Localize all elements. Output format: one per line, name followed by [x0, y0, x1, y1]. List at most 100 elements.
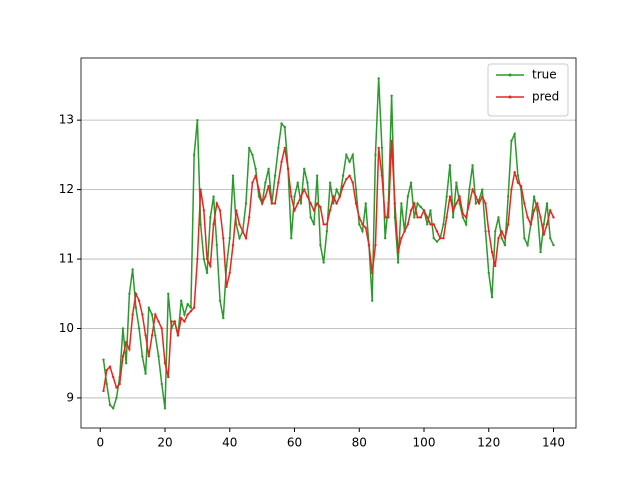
marker [429, 209, 432, 212]
marker [497, 216, 500, 219]
legend-marker [508, 95, 512, 99]
marker [406, 195, 410, 198]
marker [552, 216, 555, 219]
marker [222, 316, 225, 320]
marker [526, 216, 529, 219]
marker [296, 181, 299, 184]
marker [225, 285, 228, 289]
marker [215, 243, 219, 247]
marker [396, 250, 400, 254]
marker [348, 174, 351, 177]
marker [212, 195, 215, 198]
marker [315, 202, 319, 205]
y-tick-label: 12 [59, 182, 74, 196]
marker [322, 261, 325, 264]
marker [390, 94, 393, 98]
marker [351, 181, 354, 184]
marker [134, 306, 138, 309]
marker [322, 223, 325, 226]
marker [409, 181, 413, 184]
marker [377, 146, 380, 150]
marker [144, 334, 147, 337]
axes-frame [80, 57, 577, 429]
marker [383, 237, 387, 240]
marker [451, 216, 455, 219]
marker [202, 209, 206, 212]
marker [160, 327, 163, 330]
marker [500, 237, 503, 240]
marker [186, 302, 189, 306]
marker [167, 375, 170, 379]
marker [325, 223, 329, 226]
marker [361, 230, 364, 233]
marker [545, 223, 549, 226]
marker [244, 237, 248, 240]
marker [270, 202, 274, 205]
marker [179, 316, 183, 320]
marker [154, 313, 157, 316]
marker [150, 313, 154, 316]
marker [251, 181, 254, 184]
marker [121, 327, 125, 330]
marker [461, 212, 465, 216]
marker [377, 77, 380, 80]
marker [442, 223, 445, 226]
marker [283, 146, 286, 150]
marker [542, 233, 545, 236]
marker [241, 230, 244, 233]
marker [105, 368, 108, 372]
marker [277, 146, 280, 150]
x-tick-label: 20 [157, 436, 172, 450]
marker [202, 257, 206, 261]
marker [403, 230, 406, 233]
marker [183, 320, 186, 323]
marker [400, 237, 403, 240]
marker [464, 223, 468, 226]
marker [481, 195, 484, 198]
marker [238, 223, 241, 226]
marker [435, 240, 439, 243]
marker [176, 334, 180, 337]
marker [328, 209, 332, 212]
marker [115, 386, 118, 389]
marker [435, 230, 439, 233]
marker [549, 209, 552, 212]
marker [413, 216, 416, 219]
marker [500, 230, 503, 233]
marker [254, 167, 257, 170]
marker [364, 202, 367, 205]
marker [451, 209, 455, 212]
marker [325, 230, 329, 233]
marker [445, 216, 448, 219]
marker [371, 271, 374, 275]
x-tick-label: 40 [222, 436, 237, 450]
marker [358, 216, 361, 219]
marker [222, 237, 225, 240]
marker [516, 174, 520, 177]
marker [209, 264, 212, 268]
marker [196, 257, 199, 261]
marker [154, 334, 157, 337]
marker [406, 223, 410, 226]
marker [341, 174, 345, 177]
marker [264, 195, 267, 198]
marker [196, 118, 199, 122]
marker [290, 237, 293, 240]
marker [189, 306, 193, 309]
marker [303, 188, 306, 191]
marker [523, 202, 526, 205]
marker [273, 202, 277, 205]
marker [205, 271, 209, 275]
marker [448, 164, 452, 167]
marker [280, 160, 283, 164]
marker [445, 195, 448, 198]
marker [144, 372, 147, 375]
marker [471, 188, 474, 191]
marker [490, 250, 494, 254]
marker [367, 243, 371, 247]
marker [218, 299, 222, 302]
marker [413, 202, 416, 205]
x-tick-label: 60 [287, 436, 302, 450]
marker [468, 202, 471, 205]
marker [189, 309, 193, 313]
